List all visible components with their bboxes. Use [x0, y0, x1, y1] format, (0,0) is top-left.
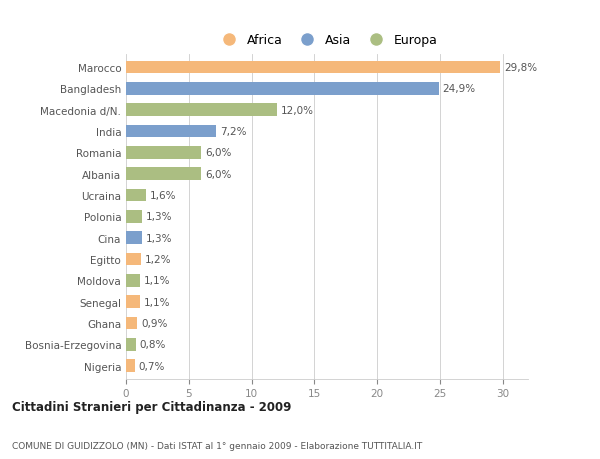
Text: 1,3%: 1,3% [146, 233, 173, 243]
Bar [126, 189, 146, 202]
Text: COMUNE DI GUIDIZZOLO (MN) - Dati ISTAT al 1° gennaio 2009 - Elaborazione TUTTITA: COMUNE DI GUIDIZZOLO (MN) - Dati ISTAT a… [12, 441, 422, 450]
Bar [126, 359, 135, 372]
Bar [126, 104, 277, 117]
Text: 7,2%: 7,2% [220, 127, 247, 137]
Text: 6,0%: 6,0% [205, 148, 232, 158]
Text: 29,8%: 29,8% [504, 63, 537, 73]
Bar [126, 296, 140, 308]
Text: 0,8%: 0,8% [140, 340, 166, 350]
Text: 1,6%: 1,6% [150, 190, 176, 201]
Bar [126, 274, 140, 287]
Text: 12,0%: 12,0% [281, 106, 314, 115]
Text: 1,3%: 1,3% [146, 212, 173, 222]
Bar [126, 317, 137, 330]
Text: 6,0%: 6,0% [205, 169, 232, 179]
Bar [126, 232, 142, 245]
Bar [126, 83, 439, 95]
Text: 1,1%: 1,1% [143, 276, 170, 286]
Bar [126, 253, 141, 266]
Bar [126, 125, 217, 138]
Bar [126, 146, 202, 159]
Text: 1,1%: 1,1% [143, 297, 170, 307]
Text: 0,9%: 0,9% [141, 319, 167, 328]
Text: 24,9%: 24,9% [443, 84, 476, 94]
Bar [126, 62, 500, 74]
Bar [126, 338, 136, 351]
Text: Cittadini Stranieri per Cittadinanza - 2009: Cittadini Stranieri per Cittadinanza - 2… [12, 400, 292, 413]
Bar [126, 211, 142, 223]
Text: 1,2%: 1,2% [145, 254, 172, 264]
Bar [126, 168, 202, 181]
Text: 0,7%: 0,7% [139, 361, 165, 371]
Legend: Africa, Asia, Europa: Africa, Asia, Europa [212, 29, 443, 52]
